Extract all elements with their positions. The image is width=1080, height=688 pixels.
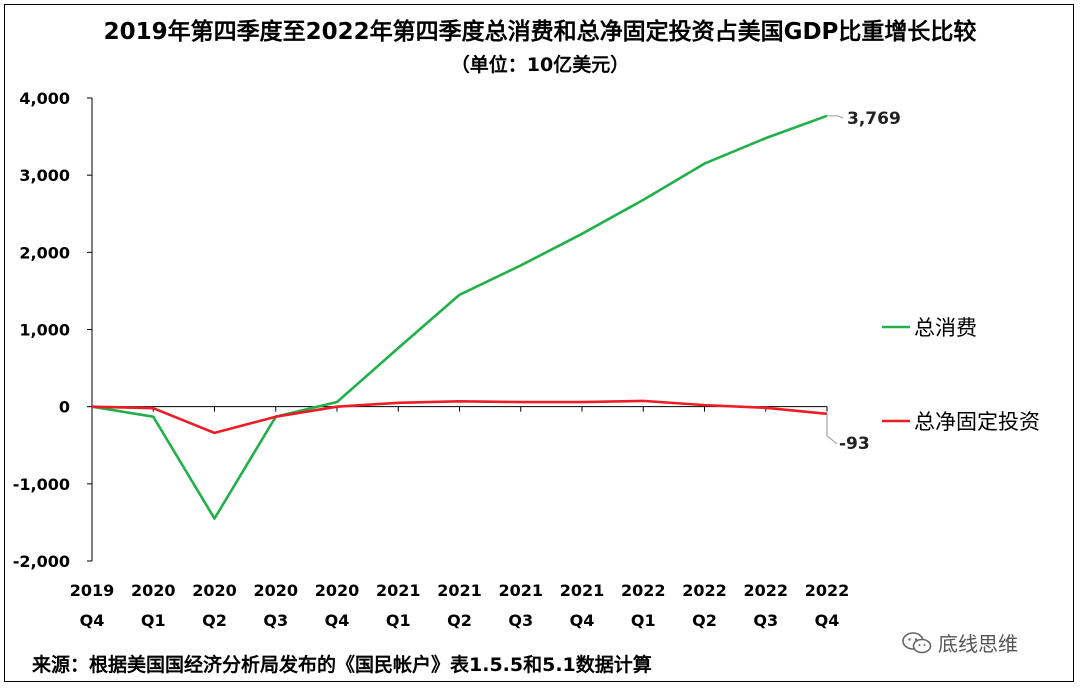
y-tick-label: 1,000	[19, 321, 70, 340]
investment-end-label: -93	[839, 434, 870, 454]
consumption-end-label: 3,769	[847, 109, 901, 129]
x-axis: 2019 Q4 2020 Q1 2020 Q2 2020 Q3 2020 Q4 2021 Q1 2021…	[70, 406, 850, 630]
x-tick-quarter: Q2	[692, 611, 717, 630]
watermark: 底线思维	[902, 628, 1018, 657]
x-tick-year: 2021	[560, 581, 605, 600]
x-tick-quarter: Q1	[386, 611, 411, 630]
chart-frame	[4, 4, 1074, 682]
x-tick-year: 2022	[682, 581, 727, 600]
y-tick-label: 0	[59, 398, 70, 417]
y-tick-label: 4,000	[19, 89, 70, 108]
end-label-leader	[826, 413, 838, 445]
x-tick-year: 2020	[315, 581, 360, 600]
x-tick-quarter: Q3	[753, 611, 778, 630]
y-axis: 4,000 3,000 2,000 1,000 0 -1,000 -2,000	[13, 89, 93, 571]
x-tick-year: 2021	[376, 581, 421, 600]
x-tick-year: 2022	[805, 581, 850, 600]
x-tick-quarter: Q4	[325, 611, 350, 630]
x-tick-quarter: Q2	[447, 611, 472, 630]
series-lines: 3,769 -93	[91, 109, 901, 520]
legend-label-consumption: 总消费	[914, 316, 977, 340]
x-tick-quarter: Q1	[141, 611, 166, 630]
legend-label-investment: 总净固定投资	[914, 410, 1040, 434]
y-tick-label: 3,000	[19, 166, 70, 185]
x-tick-year: 2019	[70, 581, 115, 600]
chart-subtitle: （单位：10亿美元）	[450, 54, 630, 76]
x-tick-year: 2021	[498, 581, 543, 600]
x-tick-quarter: Q4	[570, 611, 595, 630]
x-tick-year: 2022	[621, 581, 666, 600]
wechat-icon	[902, 631, 932, 653]
x-tick-year: 2020	[131, 581, 176, 600]
end-label-leader	[827, 115, 844, 119]
x-tick-quarter: Q3	[508, 611, 533, 630]
watermark-text: 底线思维	[938, 632, 1018, 656]
x-tick-year: 2020	[253, 581, 298, 600]
y-tick-label: -2,000	[13, 552, 70, 571]
x-tick-year: 2022	[743, 581, 788, 600]
x-tick-quarter: Q2	[202, 611, 227, 630]
consumption-line	[91, 114, 828, 520]
x-tick-year: 2020	[192, 581, 237, 600]
x-tick-year: 2021	[437, 581, 482, 600]
source-note: 来源：根据美国国经济分析局发布的《国民帐户》表1.5.5和5.1数据计算	[32, 654, 652, 676]
x-tick-quarter: Q4	[80, 611, 105, 630]
x-tick-quarter: Q3	[263, 611, 288, 630]
investment-line	[91, 399, 828, 435]
chart-title: 2019年第四季度至2022年第四季度总消费和总净固定投资占美国GDP比重增长比…	[103, 19, 977, 45]
y-tick-label: -1,000	[13, 475, 70, 494]
x-tick-quarter: Q4	[815, 611, 840, 630]
x-tick-quarter: Q1	[631, 611, 656, 630]
y-tick-label: 2,000	[19, 243, 70, 262]
